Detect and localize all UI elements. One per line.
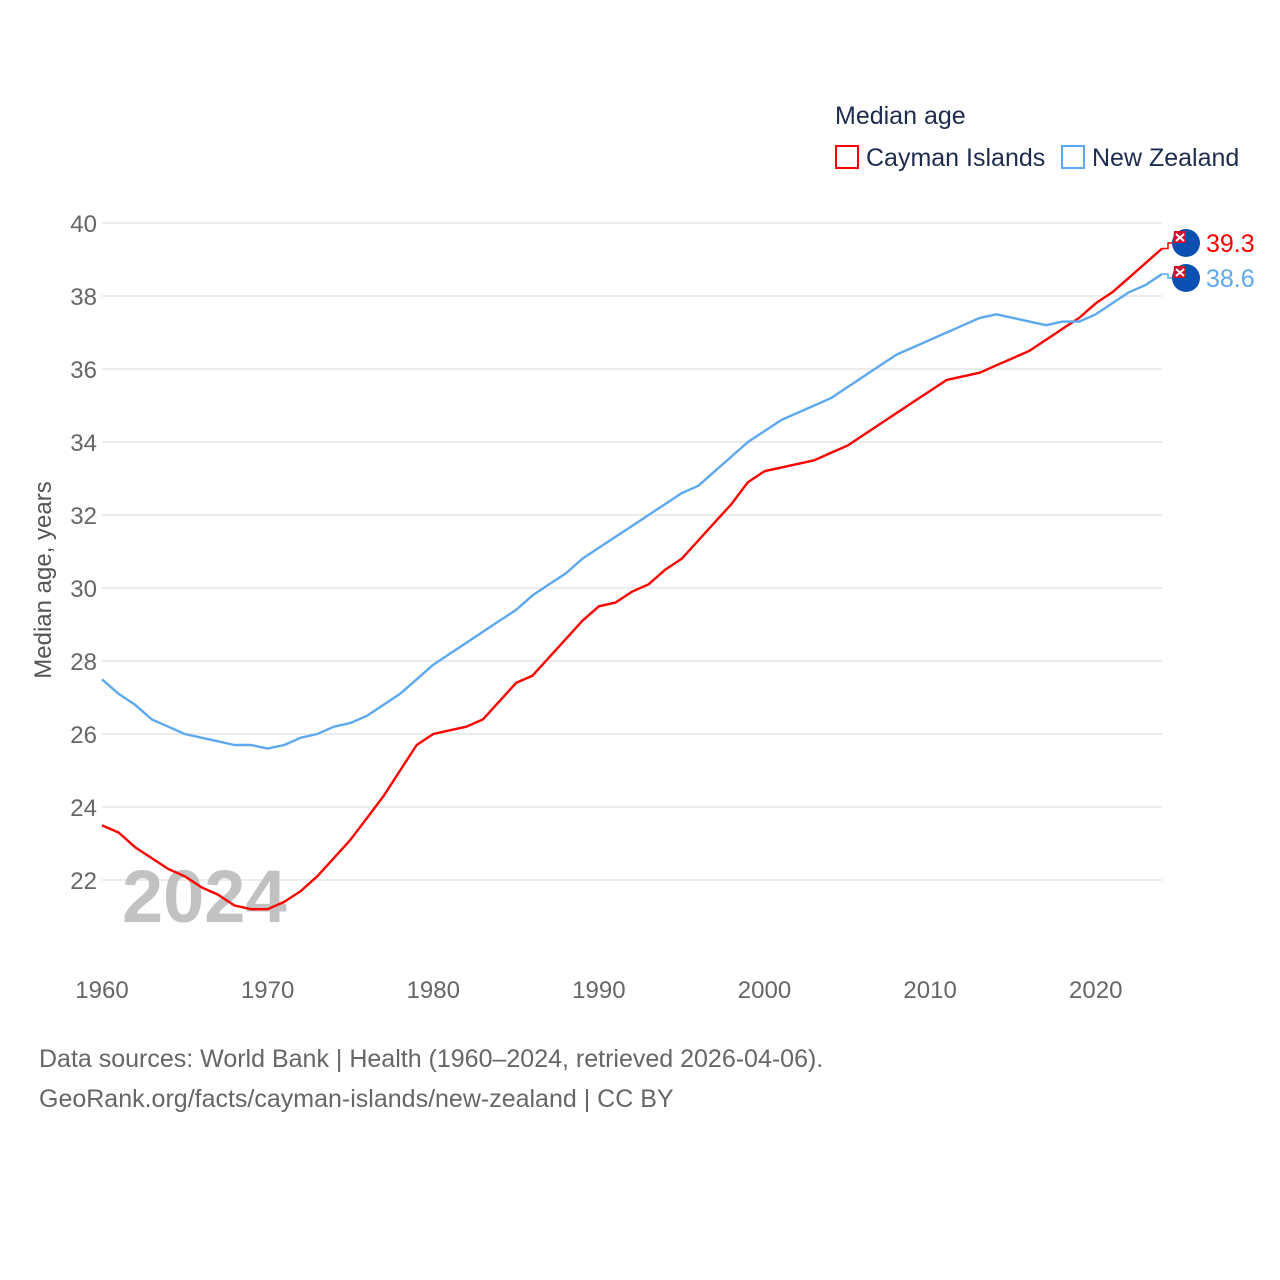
x-tick-label: 2020 bbox=[1069, 977, 1122, 1004]
legend-label-cayman[interactable]: Cayman Islands bbox=[866, 144, 1045, 172]
x-tick-label: 1960 bbox=[75, 977, 128, 1004]
series-line-new-zealand bbox=[101, 273, 1163, 750]
end-connector bbox=[1162, 242, 1174, 250]
y-tick-label: 22 bbox=[70, 868, 97, 895]
x-tick-label: 2010 bbox=[903, 977, 956, 1004]
cayman-islands-flag-icon bbox=[1172, 229, 1200, 257]
end-connector bbox=[1162, 273, 1174, 279]
y-axis-label: Median age, years bbox=[30, 481, 57, 678]
end-value-label: 38.6 bbox=[1206, 265, 1255, 293]
legend-swatch-cayman[interactable] bbox=[835, 145, 859, 169]
series-line-cayman-islands bbox=[101, 247, 1163, 911]
y-tick-label: 38 bbox=[70, 284, 97, 311]
y-tick-label: 24 bbox=[70, 795, 97, 822]
x-tick-labels: 1960 1970 1980 1990 2000 2010 2020 bbox=[75, 977, 1122, 1004]
year-watermark: 2024 bbox=[122, 855, 287, 938]
new-zealand-flag-icon bbox=[1172, 264, 1200, 292]
y-tick-label: 34 bbox=[70, 430, 97, 457]
x-tick-label: 2000 bbox=[738, 977, 791, 1004]
legend-label-nz[interactable]: New Zealand bbox=[1092, 144, 1239, 172]
attribution-link[interactable]: GeoRank.org/facts/cayman-islands/new-zea… bbox=[39, 1085, 674, 1113]
data-source-text: Data sources: World Bank | Health (1960–… bbox=[39, 1045, 824, 1073]
y-tick-label: 28 bbox=[70, 649, 97, 676]
x-tick-label: 1980 bbox=[407, 977, 460, 1004]
series-lines bbox=[101, 247, 1163, 911]
legend-title: Median age bbox=[835, 102, 966, 130]
legend: Median age Cayman Islands New Zealand bbox=[835, 102, 1239, 172]
flag-cross bbox=[1175, 268, 1185, 277]
legend-swatch-nz[interactable] bbox=[1061, 145, 1085, 169]
x-tick-label: 1990 bbox=[572, 977, 625, 1004]
end-labels: 39.3 38.6 bbox=[1162, 229, 1255, 293]
y-tick-label: 36 bbox=[70, 357, 97, 384]
end-value-label: 39.3 bbox=[1206, 230, 1255, 258]
y-tick-label: 32 bbox=[70, 503, 97, 530]
y-tick-labels: 22 24 26 28 30 32 34 36 38 40 bbox=[70, 211, 97, 895]
y-tick-label: 40 bbox=[70, 211, 97, 238]
grid-lines bbox=[102, 222, 1162, 881]
y-tick-label: 30 bbox=[70, 576, 97, 603]
y-tick-label: 26 bbox=[70, 722, 97, 749]
flag-cross bbox=[1175, 233, 1185, 242]
x-tick-label: 1970 bbox=[241, 977, 294, 1004]
